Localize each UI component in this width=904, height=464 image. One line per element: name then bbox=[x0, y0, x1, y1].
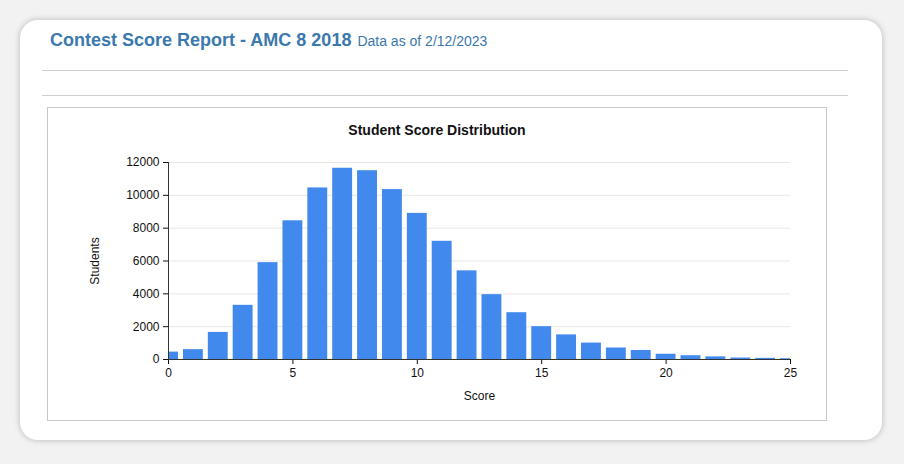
html-text:Student Score Distribution: Student Score Distribution bbox=[348, 122, 526, 138]
html-text:Contest Score Report - AMC 8 2: Contest Score Report - AMC 8 2018 Data a… bbox=[50, 30, 488, 50]
svg-text:25: 25 bbox=[784, 366, 798, 380]
svg-text:2000: 2000 bbox=[133, 320, 160, 334]
svg-text:Students: Students bbox=[88, 237, 102, 284]
svg-text:10000: 10000 bbox=[126, 188, 160, 202]
svg-text:12000: 12000 bbox=[126, 155, 160, 169]
svg-text:4000: 4000 bbox=[133, 287, 160, 301]
svg-text:15: 15 bbox=[535, 366, 549, 380]
svg-text:Score: Score bbox=[464, 389, 496, 403]
svg-text:6000: 6000 bbox=[133, 254, 160, 268]
svg-text:10: 10 bbox=[411, 366, 425, 380]
svg-text:8000: 8000 bbox=[133, 221, 160, 235]
svg-text:0: 0 bbox=[165, 366, 172, 380]
svg-text:5: 5 bbox=[290, 366, 297, 380]
svg-text:0: 0 bbox=[153, 352, 160, 366]
svg-text:20: 20 bbox=[659, 366, 673, 380]
